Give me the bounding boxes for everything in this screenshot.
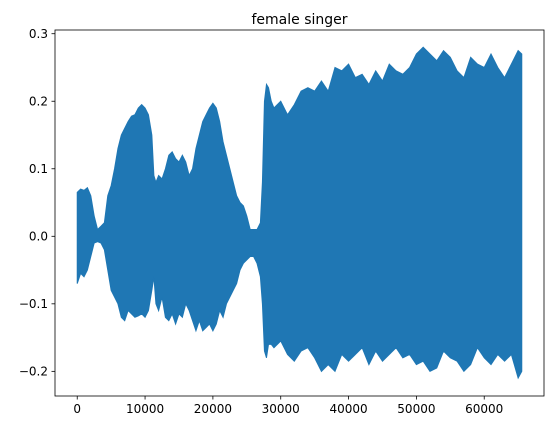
series-layer bbox=[76, 46, 523, 380]
y-tick-label: 0.0 bbox=[29, 229, 48, 243]
plot-frame bbox=[54, 29, 545, 397]
y-tick-label: 0.3 bbox=[29, 27, 48, 41]
x-tick-label: 30000 bbox=[262, 402, 300, 416]
x-tick-label: 20000 bbox=[194, 402, 232, 416]
x-tick-label: 0 bbox=[73, 402, 81, 416]
y-tick-label: −0.2 bbox=[19, 365, 48, 379]
y-tick-label: 0.2 bbox=[29, 94, 48, 108]
series-0-envelope bbox=[76, 46, 523, 380]
y-axis: −0.2 −0.1 0.0 0.1 0.2 0.3 bbox=[19, 27, 55, 379]
x-tick-label: 10000 bbox=[126, 402, 164, 416]
x-tick-label: 50000 bbox=[397, 402, 435, 416]
y-tick-label: 0.1 bbox=[29, 162, 48, 176]
x-axis: 0 10000 20000 30000 40000 50000 60000 bbox=[73, 396, 503, 416]
y-tick-label: −0.1 bbox=[19, 297, 48, 311]
x-tick-label: 40000 bbox=[329, 402, 367, 416]
x-tick-label: 60000 bbox=[465, 402, 503, 416]
chart-title: female singer bbox=[251, 12, 347, 28]
